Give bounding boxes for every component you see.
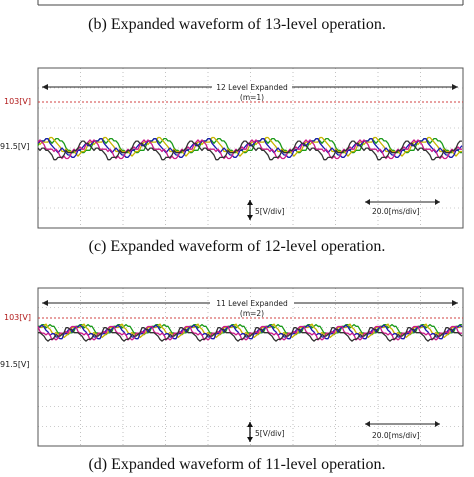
panel-d-traces — [37, 323, 463, 342]
panel-d-subtitle: (m=2) — [240, 309, 264, 318]
panel-d-scope: 103[V] 91.5[V] 11 Level Expanded (m=2) 5… — [0, 287, 464, 447]
panel-c-subtitle: (m=1) — [240, 93, 264, 102]
caption-d: (d) Expanded waveform of 11-level operat… — [88, 456, 386, 473]
panel-d-frame — [37, 287, 464, 447]
panel-c-ref-mid-label: 91.5[V] — [0, 142, 30, 151]
panel-c-traces — [37, 136, 463, 161]
panel-d-vscale-label: 5[V/div] — [255, 429, 285, 438]
panel-d-tscale-arrow — [365, 421, 440, 427]
waveform-trace — [38, 327, 463, 342]
caption-c: (c) Expanded waveform of 12-level operat… — [88, 238, 386, 255]
panel-c-title: 12 Level Expanded — [216, 83, 288, 92]
panel-c-vscale-label: 5[V/div] — [255, 207, 285, 216]
panel-c-tscale-label: 20.0[ms/div] — [372, 207, 420, 216]
panel-d-vscale-arrow — [247, 422, 253, 442]
panel-d-tscale-label: 20.0[ms/div] — [372, 431, 420, 440]
waveform-trace — [37, 139, 462, 160]
panel-d-title: 11 Level Expanded — [216, 299, 288, 308]
panel-c-frame — [37, 67, 464, 229]
waveform-trace — [37, 136, 462, 157]
waveform-trace — [37, 140, 462, 161]
waveform-trace — [37, 138, 463, 158]
caption-b: (b) Expanded waveform of 13-level operat… — [88, 16, 386, 33]
panel-d-ref-mid-label: 91.5[V] — [0, 360, 30, 369]
waveform-trace — [37, 325, 462, 341]
panel-a-remnant — [37, 0, 464, 6]
panel-c-scope: 103[V] 91.5[V] 12 Level Expanded (m=1) 5… — [0, 67, 464, 229]
panel-c-tscale-arrow — [365, 199, 440, 205]
panel-c-ref-high-label: 103[V] — [4, 97, 31, 106]
panel-d-ref-high-label: 103[V] — [4, 313, 31, 322]
panel-c-vscale-arrow — [247, 200, 253, 220]
